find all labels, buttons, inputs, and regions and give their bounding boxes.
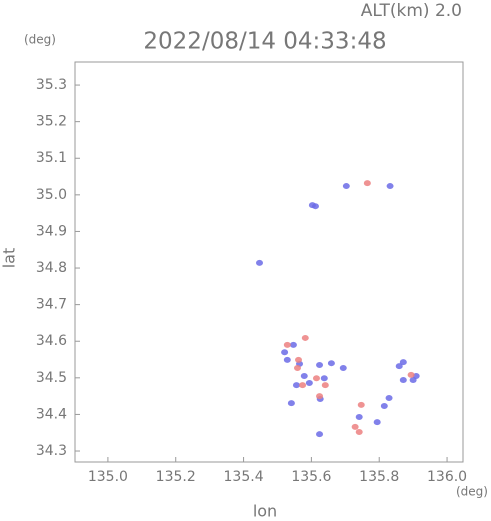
y-tick-label: 34.7 [36, 297, 67, 313]
x-tick-label: 136.0 [427, 469, 467, 485]
y-tick-label: 34.4 [36, 406, 67, 422]
y-tick-label: 34.8 [36, 260, 67, 276]
echo-cell [316, 431, 324, 438]
y-tick-label: 34.9 [36, 223, 67, 239]
x-tick-label: 135.2 [156, 469, 196, 485]
y-tick-label: 34.3 [36, 443, 67, 459]
echo-cell [339, 364, 347, 371]
echo-cell [407, 371, 415, 378]
y-tick-label: 35.1 [36, 150, 67, 166]
echo-cell [293, 364, 301, 371]
x-tick-label: 135.6 [291, 469, 331, 485]
echo-cell [316, 362, 324, 369]
y-tick-label: 34.6 [36, 333, 67, 349]
echo-cell [342, 183, 350, 190]
altitude-label: ALT(km) 2.0 [361, 1, 462, 21]
echo-cell [305, 379, 313, 386]
echo-cell [295, 356, 303, 363]
echo-cell [373, 419, 381, 426]
y-axis-label: lat [0, 248, 19, 269]
echo-cell [327, 360, 335, 367]
y-tick-label: 35.0 [36, 187, 67, 203]
echo-cell [281, 349, 289, 356]
chart-title: 2022/08/14 04:33:48 [143, 29, 386, 55]
x-tick-label: 135.0 [88, 469, 128, 485]
echo-cell [287, 400, 295, 407]
echo-cell [321, 382, 329, 389]
plot-frame [74, 61, 464, 463]
echo-cell [357, 401, 365, 408]
echo-cell [301, 334, 309, 341]
echo-cell [399, 359, 407, 366]
echo-cell [256, 259, 264, 266]
echo-cell [385, 394, 393, 401]
echo-cell [292, 382, 300, 389]
echo-cell [399, 377, 407, 384]
echo-cell [320, 375, 328, 382]
echo-cell [299, 382, 307, 389]
echo-cell [283, 341, 291, 348]
x-unit: (deg) [456, 485, 488, 499]
echo-cell [283, 356, 291, 363]
y-unit: (deg) [24, 33, 56, 47]
x-tick-label: 135.8 [359, 469, 399, 485]
echo-cell [300, 372, 308, 379]
echo-cell [355, 413, 363, 420]
echo-cell [355, 428, 363, 435]
y-tick-label: 35.3 [36, 77, 67, 93]
echo-cell [351, 423, 359, 430]
y-tick-label: 35.2 [36, 114, 67, 130]
x-axis-label: lon [253, 502, 277, 521]
echo-cell [308, 202, 316, 209]
echo-cell [380, 403, 388, 410]
echo-cell [363, 180, 371, 187]
echo-cell [289, 341, 297, 348]
echo-cell [316, 393, 324, 400]
echo-cell [386, 183, 394, 190]
y-tick-label: 34.5 [36, 370, 67, 386]
echo-cell [395, 363, 403, 370]
echo-cell [312, 375, 320, 382]
x-tick-label: 135.4 [224, 469, 264, 485]
